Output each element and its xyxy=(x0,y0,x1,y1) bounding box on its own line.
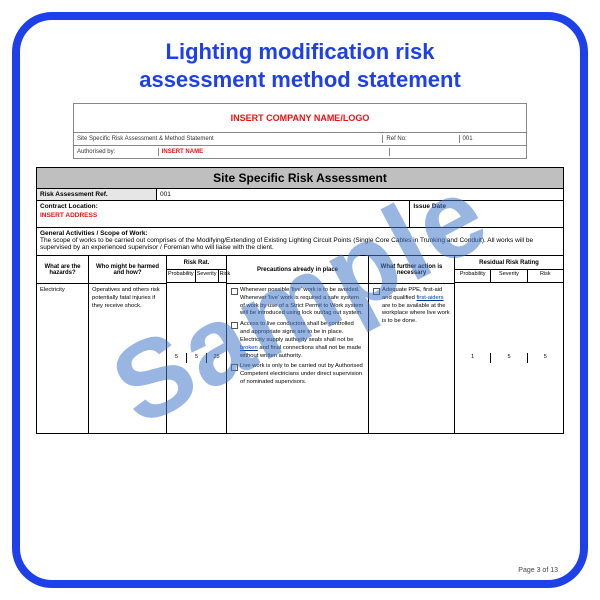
th-who: Who might be harmed and how? xyxy=(89,256,166,284)
company-header-box: INSERT COMPANY NAME/LOGO Site Specific R… xyxy=(73,103,527,159)
td-sev: 5 xyxy=(187,353,207,362)
th-hazards: What are the hazards? xyxy=(37,256,88,284)
risk-assessment-table: Site Specific Risk Assessment Risk Asses… xyxy=(36,167,564,434)
issue-date-label: Issue Date xyxy=(410,201,563,227)
ref-no-label: Ref No: xyxy=(383,135,459,143)
document-frame: Lighting modification risk assessment me… xyxy=(12,12,588,588)
td-res-prob: 1 xyxy=(455,353,491,362)
precaution-item: Access to live conductors shall be contr… xyxy=(230,321,365,360)
scope-text: The scope of works to be carried out com… xyxy=(40,237,560,251)
authorised-label: Authorised by: xyxy=(74,148,159,156)
page-footer: Page 3 of 13 xyxy=(518,567,558,574)
td-further: Adequate PPE, first-aid and qualified fi… xyxy=(369,284,454,332)
title-line-1: Lighting modification risk xyxy=(166,39,435,64)
title-line-2: assessment method statement xyxy=(139,67,461,92)
main-risk-grid: What are the hazards? Electricity Who mi… xyxy=(37,256,563,433)
th-prob: Probability xyxy=(167,270,196,282)
th-sev: Severity xyxy=(196,270,219,282)
precaution-item: Live work is only to be carried out by A… xyxy=(230,363,365,386)
ra-ref-value: 001 xyxy=(157,189,563,200)
precaution-item: Whenever possible 'live' work is to be a… xyxy=(230,287,365,318)
contract-location-value: INSERT ADDRESS xyxy=(40,212,406,219)
further-action-item: Adequate PPE, first-aid and qualified fi… xyxy=(372,287,451,326)
th-precautions: Precautions already in place xyxy=(227,256,368,284)
scope-label: General Activities / Scope of Work: xyxy=(40,230,560,237)
th-res-sev: Severity xyxy=(491,270,527,282)
td-prob: 5 xyxy=(167,353,187,362)
td-r: 25 xyxy=(207,353,226,362)
ref-no-value: 001 xyxy=(460,135,526,143)
company-logo-placeholder: INSERT COMPANY NAME/LOGO xyxy=(73,103,527,133)
assessment-banner: Site Specific Risk Assessment xyxy=(37,168,563,189)
doc-subtitle: Site Specific Risk Assessment & Method S… xyxy=(74,135,383,143)
td-precautions: Whenever possible 'live' work is to be a… xyxy=(227,284,368,393)
contract-location-label: Contract Location: xyxy=(40,203,406,210)
ra-ref-label: Risk Assessment Ref. xyxy=(37,189,157,200)
th-residual: Residual Risk Rating xyxy=(455,256,563,270)
td-res-r: 5 xyxy=(528,353,563,362)
td-who: Operatives and others risk potentially f… xyxy=(89,284,166,313)
th-res-prob: Probability xyxy=(455,270,491,282)
authorised-value: INSERT NAME xyxy=(159,148,391,156)
page-title: Lighting modification risk assessment me… xyxy=(36,38,564,93)
th-res-risk: Risk xyxy=(528,270,563,282)
th-riskrat: Risk Rat. xyxy=(167,256,226,270)
th-further: What further action is necessary xyxy=(369,256,454,284)
td-res-sev: 5 xyxy=(491,353,527,362)
td-hazard: Electricity xyxy=(37,284,88,298)
